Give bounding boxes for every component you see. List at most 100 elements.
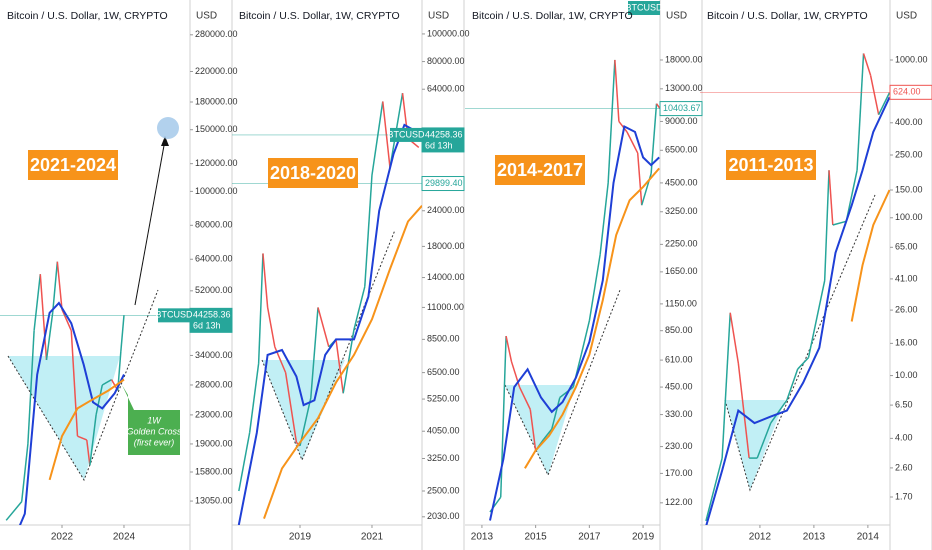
price-segment xyxy=(39,274,48,361)
x-tick-label: 2015 xyxy=(525,532,548,543)
price-segment xyxy=(518,386,531,410)
price-segment xyxy=(797,357,810,370)
moving-average xyxy=(237,123,420,525)
price-segment xyxy=(257,253,264,364)
price-segment xyxy=(284,372,298,443)
target-circle xyxy=(157,117,179,139)
shaded-zone xyxy=(262,360,345,460)
x-tick-label: 2017 xyxy=(578,532,601,543)
y-tick-label: 100000.00 xyxy=(195,186,238,196)
y-tick-label: 26.00 xyxy=(895,304,918,314)
price-segment xyxy=(705,457,723,522)
price-segment xyxy=(650,103,658,174)
price-segment xyxy=(770,399,788,424)
y-tick-label: 150.00 xyxy=(895,184,923,194)
moving-average xyxy=(705,96,890,525)
x-tick-label: 2014 xyxy=(857,532,880,543)
y-tick-label: 41.00 xyxy=(895,273,918,283)
y-tick-label: 18000.00 xyxy=(665,54,703,64)
y-tick-label: 2.60 xyxy=(895,462,913,472)
price-segment xyxy=(845,170,858,222)
trend-line xyxy=(724,194,876,492)
price-segment xyxy=(310,307,319,398)
y-tick-label: 80000.00 xyxy=(195,220,233,230)
y-tick-label: 2030.00 xyxy=(427,511,460,521)
chart-title: Bitcoin / U.S. Dollar, 1W, CRYPTO xyxy=(472,10,633,22)
projection-arrow xyxy=(134,139,166,306)
y-tick-label: 24000.00 xyxy=(427,205,465,215)
price-segment xyxy=(262,253,269,308)
price-segment xyxy=(869,75,880,115)
price-segment xyxy=(248,363,260,433)
symbol-tag xyxy=(158,308,190,323)
y-tick-label: 610.00 xyxy=(665,354,693,364)
axis-unit: USD xyxy=(896,11,917,22)
trend-line xyxy=(7,289,159,482)
x-tick-label: 2012 xyxy=(749,532,772,543)
period-label-box xyxy=(28,150,118,180)
price-tag-countdown: 6d 13h xyxy=(425,140,453,150)
price-segment xyxy=(33,274,42,331)
y-tick-label: 100000.00 xyxy=(427,28,470,38)
price-tag-value: 29899.40 xyxy=(425,178,463,188)
x-tick-label: 2013 xyxy=(803,532,826,543)
price-segment xyxy=(353,286,366,330)
y-tick-label: 6500.00 xyxy=(427,367,460,377)
y-tick-label: 400.00 xyxy=(895,117,923,127)
price-tag-value: 44258.36 xyxy=(193,310,231,320)
y-tick-label: 9000.00 xyxy=(665,116,698,126)
price-tag xyxy=(421,127,465,153)
price-tag-value: 10403.67 xyxy=(663,103,701,113)
price-segment xyxy=(626,131,639,154)
price-segment xyxy=(89,414,97,466)
price-segment xyxy=(266,307,276,348)
y-tick-label: 15800.00 xyxy=(195,466,233,476)
price-segment xyxy=(588,254,601,321)
y-tick-label: 450.00 xyxy=(665,381,693,391)
y-tick-label: 64000.00 xyxy=(427,84,465,94)
y-tick-label: 16.00 xyxy=(895,338,918,348)
y-tick-label: 2500.00 xyxy=(427,485,460,495)
x-tick-label: 2019 xyxy=(632,532,655,543)
trend-line xyxy=(504,289,621,477)
annotation-text: 1W xyxy=(147,415,162,425)
price-segment xyxy=(807,280,826,358)
moving-average xyxy=(524,167,660,469)
y-tick-label: 28000.00 xyxy=(195,379,233,389)
axis-unit: USD xyxy=(428,11,449,22)
y-tick-label: 13050.00 xyxy=(195,495,233,505)
symbol-tag-text: BTCUSD xyxy=(387,129,425,139)
price-segment xyxy=(45,312,54,361)
y-tick-label: 52000.00 xyxy=(195,285,233,295)
y-tick-label: 1.70 xyxy=(895,491,913,501)
price-segment xyxy=(655,103,660,110)
y-tick-label: 80000.00 xyxy=(427,56,465,66)
price-segment xyxy=(382,101,391,168)
y-tick-label: 150000.00 xyxy=(195,124,238,134)
price-segment xyxy=(70,330,79,437)
y-tick-label: 18000.00 xyxy=(427,241,465,251)
price-segment xyxy=(299,397,312,446)
price-segment xyxy=(335,339,344,394)
y-tick-label: 23000.00 xyxy=(195,409,233,419)
price-segment xyxy=(238,432,251,492)
x-tick-label: 2024 xyxy=(113,532,136,543)
axis-unit: USD xyxy=(196,11,217,22)
price-segment xyxy=(729,312,740,364)
price-segment xyxy=(877,92,890,116)
x-tick-label: 2021 xyxy=(361,532,384,543)
y-tick-label: 3250.00 xyxy=(665,206,698,216)
y-tick-label: 14000.00 xyxy=(427,272,465,282)
price-tag xyxy=(889,84,932,100)
moving-average xyxy=(489,125,660,521)
period-label: 2011-2013 xyxy=(728,155,813,175)
y-tick-label: 3250.00 xyxy=(427,453,460,463)
period-label: 2021-2024 xyxy=(30,155,116,175)
period-label: 2014-2017 xyxy=(497,160,583,180)
price-segment xyxy=(543,428,553,440)
price-segment xyxy=(580,320,591,355)
price-tag xyxy=(421,176,465,192)
y-tick-label: 8500.00 xyxy=(427,334,460,344)
